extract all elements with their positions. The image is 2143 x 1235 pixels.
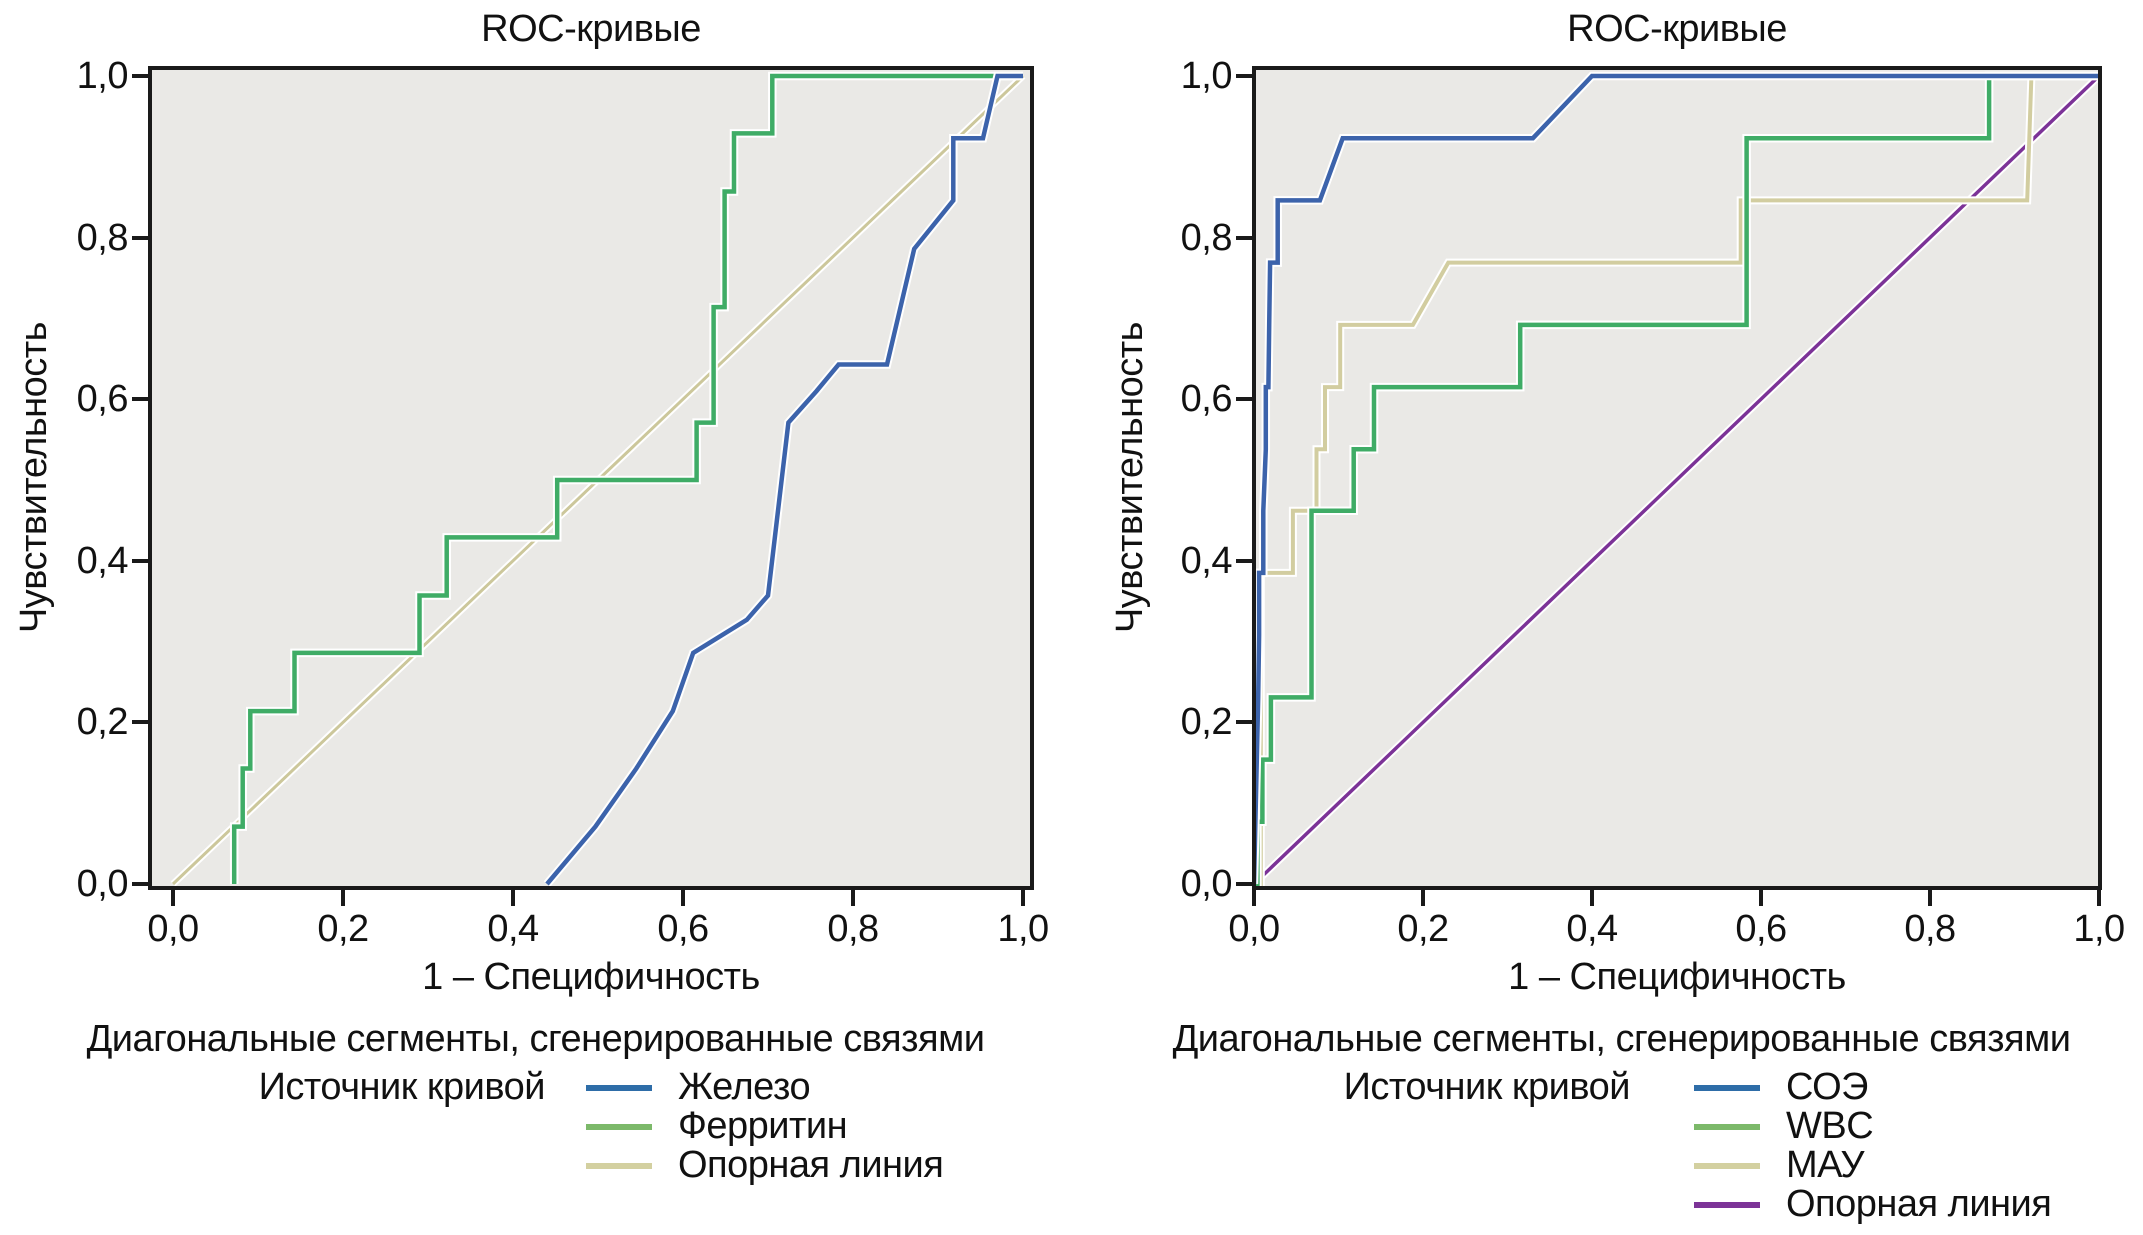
x-tick <box>1021 890 1025 906</box>
legend-item: Ферритин <box>586 1107 943 1146</box>
legend-line-swatch <box>586 1123 652 1130</box>
chart-title: ROC-кривые <box>1567 8 1787 50</box>
y-tick-label: 1,0 <box>1180 55 1233 97</box>
y-tick-label: 1,0 <box>76 55 129 97</box>
x-axis-label: 1 – Специфичность <box>422 956 760 998</box>
legend-item: WBC <box>1694 1107 2051 1146</box>
y-tick-label: 0,8 <box>76 216 129 259</box>
legend-label: СОЭ <box>1786 1066 1868 1108</box>
y-tick-label: 0,8 <box>1180 216 1233 259</box>
x-tick <box>341 890 345 906</box>
legend-rows-0: Железо Ферритин Опорная линия <box>586 1068 944 1186</box>
x-tick <box>681 890 685 906</box>
x-tick-label: 0,6 <box>1735 908 1787 950</box>
y-tick <box>132 235 148 240</box>
roc-plot-svg-0 <box>170 71 1026 887</box>
legend-label: Железо <box>678 1066 811 1108</box>
legend-label: WBC <box>1786 1105 1874 1147</box>
x-tick-label: 0,4 <box>1566 908 1618 950</box>
legend-item: МАУ <box>1694 1146 2051 1185</box>
legend-line-swatch <box>586 1084 652 1091</box>
y-tick-label: 0,2 <box>1180 701 1233 744</box>
y-axis-label: Чувствительность <box>1108 322 1151 634</box>
x-tick-label: 0,0 <box>147 908 199 950</box>
roc-plot-area <box>1252 66 2102 890</box>
x-tick-label: 0,2 <box>1397 908 1449 950</box>
x-tick <box>851 890 855 906</box>
x-tick-label: 0,0 <box>1228 908 1280 950</box>
ties-caption: Диагональные сегменты, сгенерированные с… <box>86 1018 985 1060</box>
x-axis-label: 1 – Специфичность <box>1508 956 1846 998</box>
x-tick <box>1421 890 1425 906</box>
legend-line-swatch <box>1694 1123 1760 1130</box>
roc-plot-area <box>148 66 1034 890</box>
y-tick <box>1236 558 1252 563</box>
roc-curve-WBC <box>1254 73 2099 887</box>
y-tick-label: 0,4 <box>76 539 129 582</box>
y-tick <box>1236 74 1252 78</box>
legend-item: СОЭ <box>1694 1068 2051 1107</box>
x-tick <box>1759 890 1763 906</box>
y-tick <box>1236 235 1252 240</box>
legend-label: Опорная линия <box>1786 1183 2052 1225</box>
x-tick <box>511 890 515 906</box>
x-tick-label: 0,2 <box>317 908 369 950</box>
legend-line-swatch <box>1694 1084 1760 1091</box>
y-tick-label: 0,6 <box>76 378 129 421</box>
roc-curve-МАУ <box>1254 74 2099 886</box>
y-tick <box>132 558 148 563</box>
legend-item: Железо <box>586 1068 943 1107</box>
y-tick-label: 0,2 <box>76 701 129 744</box>
legend-label: Ферритин <box>678 1105 848 1147</box>
legend-label: Опорная линия <box>678 1144 944 1186</box>
y-tick-label: 0,6 <box>1180 378 1233 421</box>
y-tick-label: 0,4 <box>1180 539 1233 582</box>
y-tick <box>132 397 148 402</box>
ties-caption: Диагональные сегменты, сгенерированные с… <box>1172 1018 2071 1060</box>
x-tick-label: 0,8 <box>827 908 879 950</box>
x-tick-label: 0,6 <box>657 908 709 950</box>
x-tick <box>1928 890 1932 906</box>
legend-line-swatch <box>1694 1201 1760 1208</box>
x-tick <box>1590 890 1594 906</box>
x-tick <box>171 890 175 906</box>
y-tick-label: 0,0 <box>1180 863 1233 905</box>
x-tick <box>1252 890 1256 906</box>
legend-line-swatch <box>586 1162 652 1169</box>
legend-title: Источник кривой <box>1343 1066 1631 1108</box>
y-tick <box>1236 720 1252 725</box>
y-tick <box>132 720 148 725</box>
y-tick-label: 0,0 <box>76 863 129 905</box>
y-axis-label: Чувствительность <box>12 322 55 634</box>
roc-curve-Опорная линия <box>1252 74 2101 886</box>
roc-curve-СОЭ <box>1252 73 2099 885</box>
x-tick-label: 0,8 <box>1904 908 1956 950</box>
x-tick-label: 0,4 <box>487 908 539 950</box>
chart-title: ROC-кривые <box>481 8 701 50</box>
roc-curve-Ферритин <box>231 73 1023 884</box>
x-tick-label: 1,0 <box>997 908 1049 950</box>
y-tick <box>132 74 148 78</box>
y-tick <box>1236 397 1252 402</box>
legend-label: МАУ <box>1786 1144 1864 1186</box>
y-tick <box>132 882 148 886</box>
legend-item: Опорная линия <box>586 1144 944 1186</box>
legend-title: Источник кривой <box>258 1066 546 1108</box>
legend-item: Опорная линия <box>1694 1183 2052 1225</box>
legend-rows-1: СОЭ WBC МАУ Опорная линия <box>1694 1068 2052 1225</box>
roc-plot-svg-1 <box>1252 71 2102 889</box>
roc-curve-Железо <box>545 73 1023 886</box>
legend-line-swatch <box>1694 1162 1760 1169</box>
y-tick <box>1236 882 1252 886</box>
x-tick-label: 1,0 <box>2073 908 2125 950</box>
x-tick <box>2097 890 2101 906</box>
